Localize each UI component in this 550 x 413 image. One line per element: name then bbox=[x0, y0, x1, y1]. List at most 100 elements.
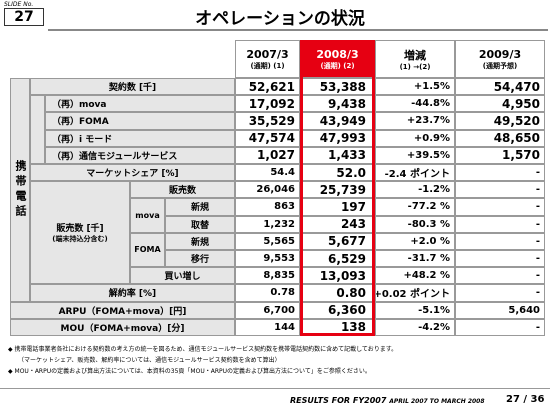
value-cell: - bbox=[455, 250, 545, 268]
sub-group: mova bbox=[130, 198, 165, 233]
value-cell: +2.0 % bbox=[375, 232, 455, 250]
value-cell: 5,565 bbox=[235, 232, 300, 250]
header-sub: (1) →(2) bbox=[399, 63, 431, 71]
value-cell: +23.7% bbox=[375, 112, 455, 130]
value-cell: 25,739 bbox=[300, 181, 375, 199]
column-header: 2008/3 (通期) (2) bbox=[300, 40, 375, 78]
value-cell: 35,529 bbox=[235, 112, 300, 130]
row-label: （再）mova bbox=[45, 95, 235, 113]
header-year: 2007/3 bbox=[246, 47, 289, 61]
value-cell: 0.78 bbox=[235, 284, 300, 302]
value-cell: - bbox=[455, 198, 545, 216]
row-label: 取替 bbox=[165, 215, 235, 233]
value-cell: 48,650 bbox=[455, 129, 545, 147]
value-cell: 54.4 bbox=[235, 164, 300, 182]
group-label: 携帯電話 bbox=[10, 78, 30, 302]
sales-text: (端末持込分含む) bbox=[52, 235, 108, 244]
header-sub: (通期予想) bbox=[482, 61, 518, 70]
header-year: 2009/3 bbox=[478, 47, 522, 61]
value-cell: -44.8% bbox=[375, 95, 455, 113]
value-cell: 5,677 bbox=[300, 232, 375, 250]
value-cell: 54,470 bbox=[455, 78, 545, 96]
header-sub: (通期) (1) bbox=[250, 61, 285, 70]
value-cell: +1.5% bbox=[375, 78, 455, 96]
value-cell: +0.02 ポイント bbox=[375, 284, 455, 302]
column-header: 増減 (1) →(2) bbox=[375, 40, 455, 78]
value-cell: - bbox=[455, 164, 545, 182]
value-cell: 8,835 bbox=[235, 267, 300, 285]
value-cell: 47,574 bbox=[235, 129, 300, 147]
value-cell: 1,027 bbox=[235, 146, 300, 164]
value-cell: 6,529 bbox=[300, 250, 375, 268]
header-year: 2008/3 bbox=[316, 47, 359, 61]
slide-no: 27 bbox=[4, 8, 44, 26]
slide-no-label: SLIDE No. bbox=[4, 1, 34, 8]
value-cell: 1,433 bbox=[300, 146, 375, 164]
value-cell: - bbox=[455, 284, 545, 302]
value-cell: +39.5% bbox=[375, 146, 455, 164]
value-cell: 17,092 bbox=[235, 95, 300, 113]
title-rule bbox=[48, 29, 548, 31]
value-cell: +48.2 % bbox=[375, 267, 455, 285]
value-cell: - bbox=[455, 232, 545, 250]
row-label: ARPU（FOMA+mova）[円] bbox=[10, 301, 235, 319]
row-label: 新規 bbox=[165, 198, 235, 216]
value-cell: 9,553 bbox=[235, 250, 300, 268]
footer-period: APRIL 2007 TO MARCH 2008 bbox=[389, 398, 485, 405]
value-cell: 53,388 bbox=[300, 78, 375, 96]
row-label: 買い増し bbox=[130, 267, 235, 285]
value-cell: - bbox=[455, 215, 545, 233]
note: ◆ MOU・ARPUの定義および算出方法については、本資料の35頁「MOU・AR… bbox=[8, 368, 371, 375]
value-cell: -4.2% bbox=[375, 318, 455, 336]
header-year: 増減 bbox=[404, 49, 426, 62]
row-label: （再）i モード bbox=[45, 129, 235, 147]
title: オペレーションの状況 bbox=[195, 9, 365, 29]
row-label: 契約数 [千] bbox=[30, 78, 235, 96]
notes: ◆ 携帯電話事業者各社における契約数の考え方の統一を図るため、通信モジュールサー… bbox=[8, 344, 548, 377]
row-label: マーケットシェア [%] bbox=[30, 164, 235, 182]
value-cell: 5,640 bbox=[455, 301, 545, 319]
value-cell: 52.0 bbox=[300, 164, 375, 182]
value-cell: 138 bbox=[300, 318, 375, 336]
value-cell: -2.4 ポイント bbox=[375, 164, 455, 182]
value-cell: 144 bbox=[235, 318, 300, 336]
value-cell: 26,046 bbox=[235, 181, 300, 199]
value-cell: 43,949 bbox=[300, 112, 375, 130]
value-cell: - bbox=[455, 318, 545, 336]
value-cell: 6,700 bbox=[235, 301, 300, 319]
value-cell: -1.2% bbox=[375, 181, 455, 199]
value-cell: -31.7 % bbox=[375, 250, 455, 268]
value-cell: - bbox=[455, 181, 545, 199]
value-cell: -77.2 % bbox=[375, 198, 455, 216]
footer-rule bbox=[0, 388, 550, 389]
value-cell: 863 bbox=[235, 198, 300, 216]
row-label: 販売数 bbox=[130, 181, 235, 199]
footer-title: RESULTS FOR FY2007 APRIL 2007 TO MARCH 2… bbox=[290, 396, 485, 405]
value-cell: 52,621 bbox=[235, 78, 300, 96]
value-cell: 9,438 bbox=[300, 95, 375, 113]
column-header: 2007/3 (通期) (1) bbox=[235, 40, 300, 78]
row-label: （再）通信モジュールサービス bbox=[45, 146, 235, 164]
row-label: MOU（FOMA+mova）[分] bbox=[10, 318, 235, 336]
value-cell: 0.80 bbox=[300, 284, 375, 302]
value-cell: - bbox=[455, 267, 545, 285]
value-cell: 1,232 bbox=[235, 215, 300, 233]
value-cell: 4,950 bbox=[455, 95, 545, 113]
value-cell: 1,570 bbox=[455, 146, 545, 164]
value-cell: -80.3 % bbox=[375, 215, 455, 233]
indent bbox=[30, 95, 45, 164]
page-number: 27 / 36 bbox=[506, 394, 545, 405]
value-cell: 243 bbox=[300, 215, 375, 233]
value-cell: 49,520 bbox=[455, 112, 545, 130]
column-header: 2009/3 (通期予想) bbox=[455, 40, 545, 78]
row-label: 新規 bbox=[165, 232, 235, 250]
value-cell: 6,360 bbox=[300, 301, 375, 319]
row-label: 移行 bbox=[165, 250, 235, 268]
note: ◆ 携帯電話事業者各社における契約数の考え方の統一を図るため、通信モジュールサー… bbox=[8, 346, 398, 353]
row-label: 解約率 [%] bbox=[30, 284, 235, 302]
note: （マーケットシェア、販売数、解約率については、通信モジュールサービス契約数を含め… bbox=[18, 357, 281, 364]
value-cell: 47,993 bbox=[300, 129, 375, 147]
sub-group: FOMA bbox=[130, 232, 165, 268]
value-cell: +0.9% bbox=[375, 129, 455, 147]
